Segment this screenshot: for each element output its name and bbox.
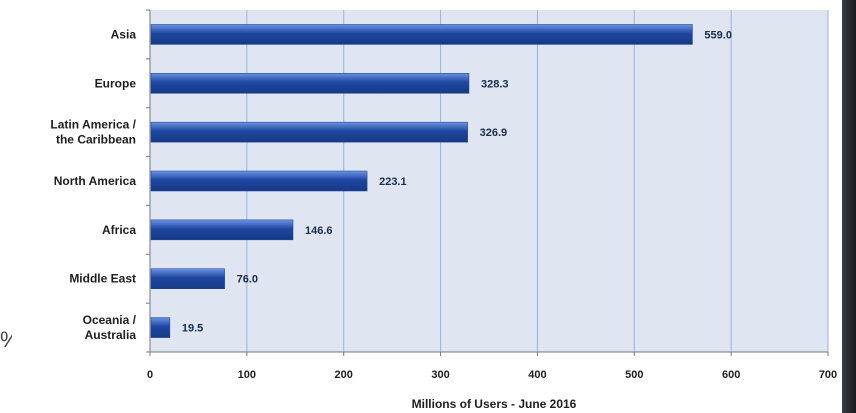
- category-label: Oceania / Australia: [83, 313, 137, 342]
- x-tick-label: 200: [335, 369, 353, 381]
- bar: [150, 73, 470, 94]
- category-label: North America: [54, 174, 137, 188]
- value-label: 328.3: [481, 78, 509, 90]
- bar: [150, 317, 171, 338]
- value-label: 223.1: [379, 176, 407, 188]
- category-label: Europe: [95, 76, 137, 90]
- value-label: 19.5: [182, 323, 203, 335]
- value-label: 326.9: [480, 127, 508, 139]
- category-label: Africa: [102, 223, 136, 237]
- bar: [150, 268, 225, 289]
- x-tick-label: 600: [722, 369, 740, 381]
- bar: [150, 24, 693, 45]
- category-label: Middle East: [69, 272, 136, 286]
- x-tick-label: 500: [625, 369, 643, 381]
- edge-glyph-fragment: %: [0, 328, 12, 352]
- category-label: Latin America / the Caribbean: [50, 118, 136, 147]
- x-tick-label: 700: [819, 369, 837, 381]
- window-edge: [842, 0, 856, 413]
- x-axis-title: Millions of Users - June 2016: [412, 397, 577, 411]
- x-tick-label: 400: [528, 369, 546, 381]
- bar: [150, 121, 468, 143]
- x-tick-label: 300: [431, 369, 449, 381]
- value-label: 146.6: [305, 225, 333, 237]
- x-tick-label: 100: [238, 369, 256, 381]
- bar: [150, 170, 368, 192]
- x-tick-label: 0: [147, 369, 153, 381]
- category-label: Asia: [111, 27, 137, 41]
- value-label: 559.0: [704, 29, 732, 41]
- value-label: 76.0: [237, 274, 258, 286]
- bar: [150, 219, 294, 241]
